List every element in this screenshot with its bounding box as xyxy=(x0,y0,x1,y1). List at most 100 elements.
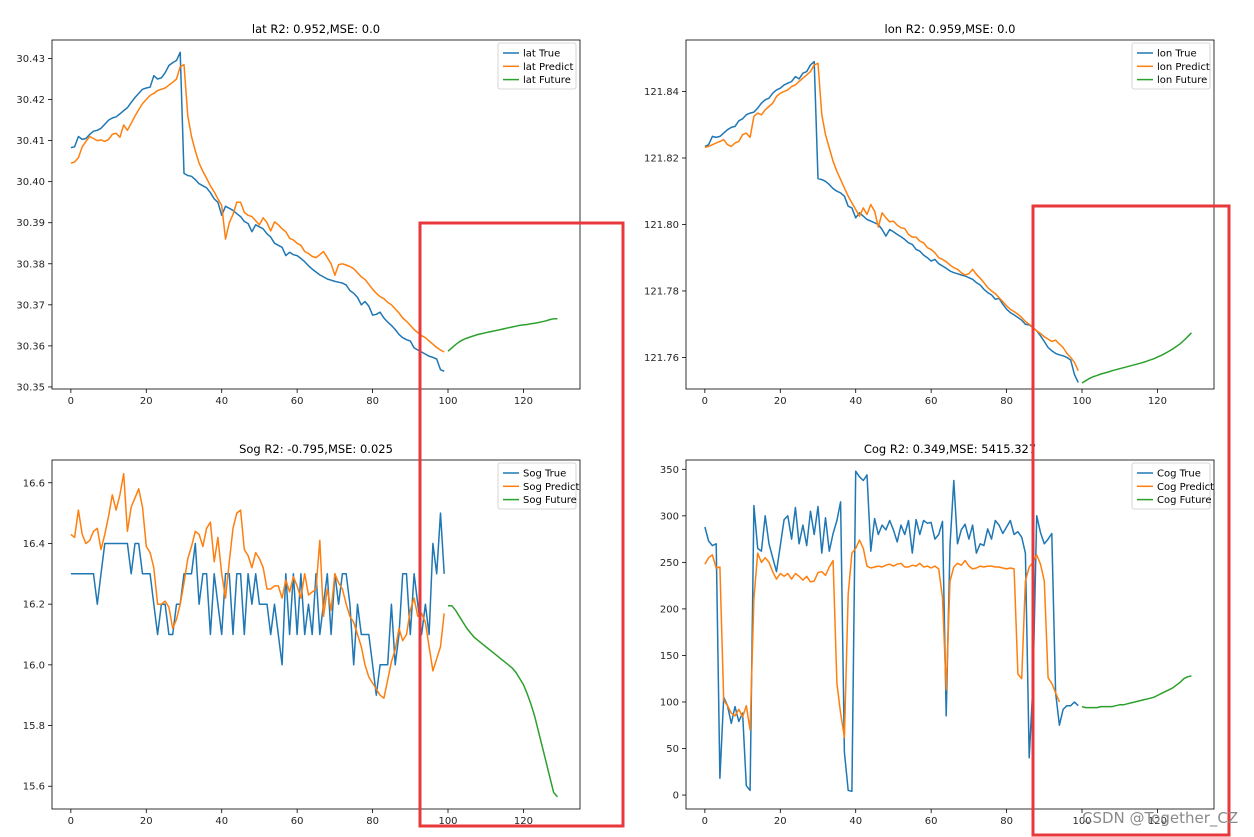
sog-title: Sog R2: -0.795,MSE: 0.025 xyxy=(239,442,393,456)
cog-legend-label-predict: Cog Predict xyxy=(1157,482,1214,493)
lon-series-predict-line xyxy=(704,62,1079,372)
sog-xtick-label: 20 xyxy=(140,816,153,827)
lon-legend-box xyxy=(1131,42,1211,90)
cog-legend-box xyxy=(1131,462,1211,510)
sog-legend-label-future: Sog Future xyxy=(523,495,577,506)
lon-legend: lon True lon Predict lon Future xyxy=(1131,42,1211,90)
lat-ytick-label: 30.39 xyxy=(16,218,45,229)
lon-ytick-label: 121.78 xyxy=(644,286,679,297)
cog-ytick-label: 150 xyxy=(660,651,679,662)
lat-ytick-label: 30.42 xyxy=(16,95,45,106)
lat-ytick-label: 30.43 xyxy=(16,54,45,65)
lon-series-future-line xyxy=(1081,332,1192,384)
lat-xtick-label: 20 xyxy=(140,396,153,407)
lat-xtick-label: 60 xyxy=(291,396,304,407)
sog-series-future-line xyxy=(448,604,558,798)
cog-panel: Cog R2: 0.349,MSE: 5415.327 0 20 40 60 80 100 1… xyxy=(660,442,1215,827)
lon-xtick-label: 60 xyxy=(925,396,938,407)
cog-legend: Cog True Cog Predict Cog Future xyxy=(1131,462,1214,510)
lat-xtick-label: 40 xyxy=(215,396,228,407)
lat-legend-box xyxy=(497,42,577,90)
sog-plot-area xyxy=(51,459,581,810)
sog-legend-box xyxy=(497,462,577,510)
sog-xtick-label: 100 xyxy=(438,816,457,827)
lat-xtick-label: 120 xyxy=(514,396,533,407)
lat-panel: lat R2: 0.952,MSE: 0.0 0 20 40 60 80 100 120 30.… xyxy=(16,22,581,407)
cog-ytick-label: 300 xyxy=(660,511,679,522)
cog-xtick-label: 60 xyxy=(925,816,938,827)
cog-xtick-label: 0 xyxy=(702,816,708,827)
lon-series-true-line xyxy=(704,60,1079,383)
lon-ytick-label: 121.82 xyxy=(644,153,679,164)
sog-ytick-label: 16.0 xyxy=(23,660,45,671)
sog-legend-label-predict: Sog Predict xyxy=(523,482,580,493)
sog-series-predict-line xyxy=(70,472,445,699)
lat-legend: lat True lat Predict lat Future xyxy=(497,42,577,90)
lat-ytick-label: 30.36 xyxy=(16,341,45,352)
cog-legend-label-true: Cog True xyxy=(1157,469,1201,480)
cog-series-future-line xyxy=(1081,675,1192,709)
lat-series-future-line xyxy=(447,318,558,352)
cog-title: Cog R2: 0.349,MSE: 5415.327 xyxy=(864,442,1036,456)
lon-xtick-label: 0 xyxy=(702,396,708,407)
sog-xtick-label: 80 xyxy=(366,816,379,827)
cog-xtick-label: 120 xyxy=(1148,816,1167,827)
lat-ytick-label: 30.37 xyxy=(16,300,45,311)
lat-xtick-label: 80 xyxy=(366,396,379,407)
sog-xtick-label: 120 xyxy=(514,816,533,827)
cog-ytick-label: 350 xyxy=(660,465,679,476)
cog-plot-area xyxy=(685,459,1215,810)
lat-legend-label-future: lat Future xyxy=(523,75,571,86)
lon-legend-label-future: lon Future xyxy=(1157,75,1207,86)
sog-legend: Sog True Sog Predict Sog Future xyxy=(497,462,580,510)
sog-ytick-label: 15.6 xyxy=(23,782,45,793)
sog-xtick-label: 40 xyxy=(215,816,228,827)
sog-ytick-label: 16.4 xyxy=(23,539,45,550)
lon-title: lon R2: 0.959,MSE: 0.0 xyxy=(885,22,1016,36)
lat-title: lat R2: 0.952,MSE: 0.0 xyxy=(252,22,380,36)
lon-xtick-label: 120 xyxy=(1148,396,1167,407)
lon-ytick-label: 121.84 xyxy=(644,87,679,98)
lat-plot-area xyxy=(51,39,581,390)
watermark: CSDN @Together_CZ xyxy=(1082,809,1238,828)
lon-xtick-label: 80 xyxy=(1000,396,1013,407)
cog-ytick-label: 0 xyxy=(673,791,679,802)
cog-legend-label-future: Cog Future xyxy=(1157,495,1211,506)
lat-legend-label-true: lat True xyxy=(523,49,560,60)
lat-ytick-label: 30.41 xyxy=(16,136,45,147)
sog-ytick-label: 15.8 xyxy=(23,721,45,732)
sog-ytick-label: 16.6 xyxy=(23,478,45,489)
sog-xtick-label: 0 xyxy=(68,816,74,827)
sog-legend-label-true: Sog True xyxy=(523,469,566,480)
lat-ytick-label: 30.35 xyxy=(16,382,45,393)
lat-xtick-label: 0 xyxy=(68,396,74,407)
cog-series-true-line xyxy=(704,470,1079,793)
cog-xtick-label: 100 xyxy=(1072,816,1091,827)
sog-ytick-label: 16.2 xyxy=(23,600,45,611)
lat-legend-label-predict: lat Predict xyxy=(523,62,574,73)
lon-ytick-label: 121.80 xyxy=(644,220,679,231)
lon-legend-label-true: lon True xyxy=(1157,49,1197,60)
cog-xtick-label: 80 xyxy=(1000,816,1013,827)
lat-xtick-label: 100 xyxy=(438,396,457,407)
highlight-box-right xyxy=(1031,204,1231,837)
lat-series-true-line xyxy=(70,51,445,372)
cog-ytick-label: 100 xyxy=(660,697,679,708)
sog-panel: Sog R2: -0.795,MSE: 0.025 0 20 40 60 80 100 120… xyxy=(23,442,581,827)
cog-xtick-label: 40 xyxy=(849,816,862,827)
lon-xtick-label: 100 xyxy=(1072,396,1091,407)
cog-series-predict-line xyxy=(704,539,1061,739)
sog-xtick-label: 60 xyxy=(291,816,304,827)
lon-plot-area xyxy=(685,39,1215,390)
lon-xtick-label: 20 xyxy=(774,396,787,407)
cog-xtick-label: 20 xyxy=(774,816,787,827)
sog-series-true-line xyxy=(70,512,445,696)
lat-series-predict-line xyxy=(70,63,445,353)
cog-ytick-label: 250 xyxy=(660,558,679,569)
lat-ytick-label: 30.38 xyxy=(16,259,45,270)
cog-ytick-label: 200 xyxy=(660,604,679,615)
lon-legend-label-predict: lon Predict xyxy=(1157,62,1210,73)
cog-ytick-label: 50 xyxy=(666,744,679,755)
lat-ytick-label: 30.40 xyxy=(16,177,45,188)
